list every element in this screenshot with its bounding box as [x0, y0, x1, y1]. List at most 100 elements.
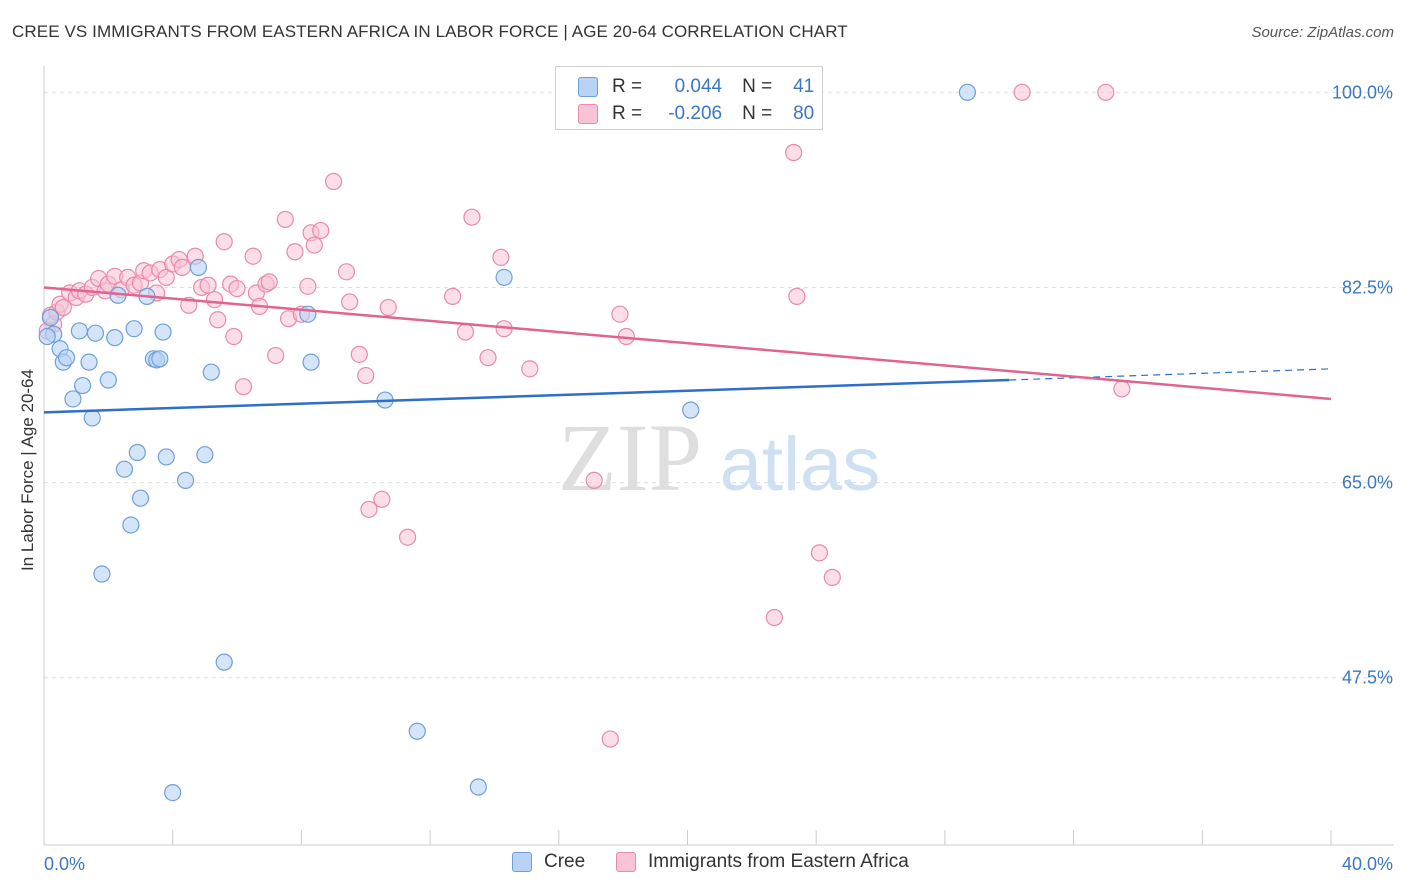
x-tick-label-0: 0.0%: [44, 854, 85, 874]
bottom-legend-immigrants: Immigrants from Eastern Africa: [616, 851, 909, 873]
cree-point-23: [151, 350, 169, 368]
y-tick-label-3: 100.0%: [1332, 82, 1393, 102]
immigrants-point-72: [785, 143, 803, 162]
cree-point-15: [115, 460, 134, 478]
immigrants-point-29: [199, 276, 217, 294]
immigrants-trend-line: [43, 286, 1332, 401]
cree-point-38: [682, 401, 700, 419]
y-axis-label: In Labor Force | Age 20-64: [18, 369, 37, 571]
immigrants-point-49: [305, 236, 323, 254]
watermark-atlas: atlas: [720, 422, 881, 507]
immigrants-point-52: [337, 263, 356, 281]
cree-point-40: [38, 327, 56, 346]
immigrants-legend-swatch: [616, 852, 636, 872]
immigrants-point-32: [215, 233, 233, 251]
immigrants-r-label: R =: [612, 103, 643, 124]
y-tick-label-0: 47.5%: [1342, 668, 1393, 688]
immigrants-point-73: [788, 287, 806, 305]
cree-n-label: N =: [742, 76, 773, 97]
immigrants-r-value: -0.206: [668, 103, 723, 124]
cree-point-8: [80, 353, 98, 371]
immigrants-point-43: [276, 210, 294, 229]
immigrants-swatch: [578, 104, 598, 124]
cree-point-4: [57, 349, 76, 367]
immigrants-point-63: [479, 349, 497, 367]
immigrants-point-51: [324, 172, 343, 191]
cree-point-13: [106, 329, 124, 347]
immigrants-point-50: [312, 221, 330, 240]
immigrants-point-25: [173, 258, 191, 276]
cree-point-16: [122, 516, 140, 534]
immigrants-point-68: [601, 730, 619, 748]
cree-point-19: [131, 489, 150, 507]
immigrants-point-60: [444, 287, 462, 305]
immigrants-n-value: 80: [793, 103, 815, 124]
cree-point-27: [176, 471, 195, 489]
cree-legend-label: Cree: [544, 851, 586, 872]
immigrants-point-78: [1113, 380, 1131, 398]
immigrants-point-57: [373, 490, 391, 508]
immigrants-point-71: [765, 608, 783, 627]
immigrants-point-34: [225, 327, 243, 346]
immigrants-n-label: N =: [742, 103, 773, 124]
immigrants-point-36: [234, 378, 253, 396]
immigrants-point-66: [521, 360, 539, 378]
cree-point-29: [196, 446, 214, 464]
cree-point-31: [215, 653, 233, 671]
immigrants-point-56: [360, 500, 378, 518]
cree-point-12: [99, 371, 117, 389]
immigrants-point-42: [267, 346, 285, 365]
immigrants-point-45: [286, 243, 304, 261]
source-label: Source: ZipAtlas.com: [1251, 24, 1394, 41]
immigrants-point-59: [398, 528, 417, 546]
cree-point-9: [83, 409, 101, 427]
immigrants-point-69: [611, 305, 629, 323]
immigrants-point-4: [54, 298, 72, 317]
cree-trend-line: [43, 378, 1010, 414]
x-tick-label-1: 40.0%: [1342, 854, 1393, 874]
cree-swatch: [578, 77, 598, 97]
cree-r-label: R =: [612, 76, 643, 97]
cree-point-37: [495, 268, 513, 287]
chart-title: CREE VS IMMIGRANTS FROM EASTERN AFRICA I…: [12, 22, 848, 41]
cree-point-5: [64, 390, 82, 408]
immigrants-point-58: [379, 298, 397, 317]
cree-point-39: [958, 83, 977, 101]
immigrants-point-62: [463, 208, 481, 226]
immigrants-point-37: [244, 247, 262, 265]
cree-point-28: [189, 258, 208, 276]
cree-r-value: 0.044: [674, 76, 723, 97]
immigrants-point-75: [823, 568, 841, 586]
cree-point-25: [157, 448, 175, 466]
immigrants-point-54: [350, 345, 368, 363]
cree-point-26: [164, 783, 182, 802]
immigrants-point-41: [260, 273, 278, 291]
cree-point-24: [154, 323, 172, 341]
immigrants-point-55: [357, 366, 375, 385]
correlation-legend: R = 0.044 N = 41 R = -0.206 N = 80: [555, 66, 823, 130]
immigrants-point-35: [228, 279, 246, 298]
immigrants-point-31: [209, 311, 227, 329]
cree-point-7: [74, 376, 92, 395]
cree-trend-extension: [1009, 368, 1332, 381]
immigrants-point-67: [585, 471, 603, 489]
cree-point-0: [41, 308, 60, 327]
cree-point-11: [93, 565, 111, 583]
cree-point-30: [202, 363, 220, 381]
cree-point-6: [70, 322, 88, 340]
cree-points: [38, 83, 977, 802]
immigrants-point-64: [492, 248, 510, 266]
cree-point-36: [469, 778, 487, 796]
immigrants-point-30: [205, 291, 224, 309]
y-tick-label-2: 82.5%: [1342, 277, 1393, 297]
immigrants-point-53: [341, 293, 359, 311]
legend-row-cree: R = 0.044 N = 41: [578, 75, 814, 99]
cree-point-18: [128, 443, 146, 462]
cree-point-10: [86, 324, 105, 342]
immigrants-point-47: [299, 277, 317, 295]
trend-lines: [43, 286, 1332, 414]
immigrants-point-74: [810, 544, 829, 562]
legend-row-immigrants: R = -0.206 N = 80: [578, 102, 814, 126]
cree-legend-swatch: [512, 852, 532, 872]
